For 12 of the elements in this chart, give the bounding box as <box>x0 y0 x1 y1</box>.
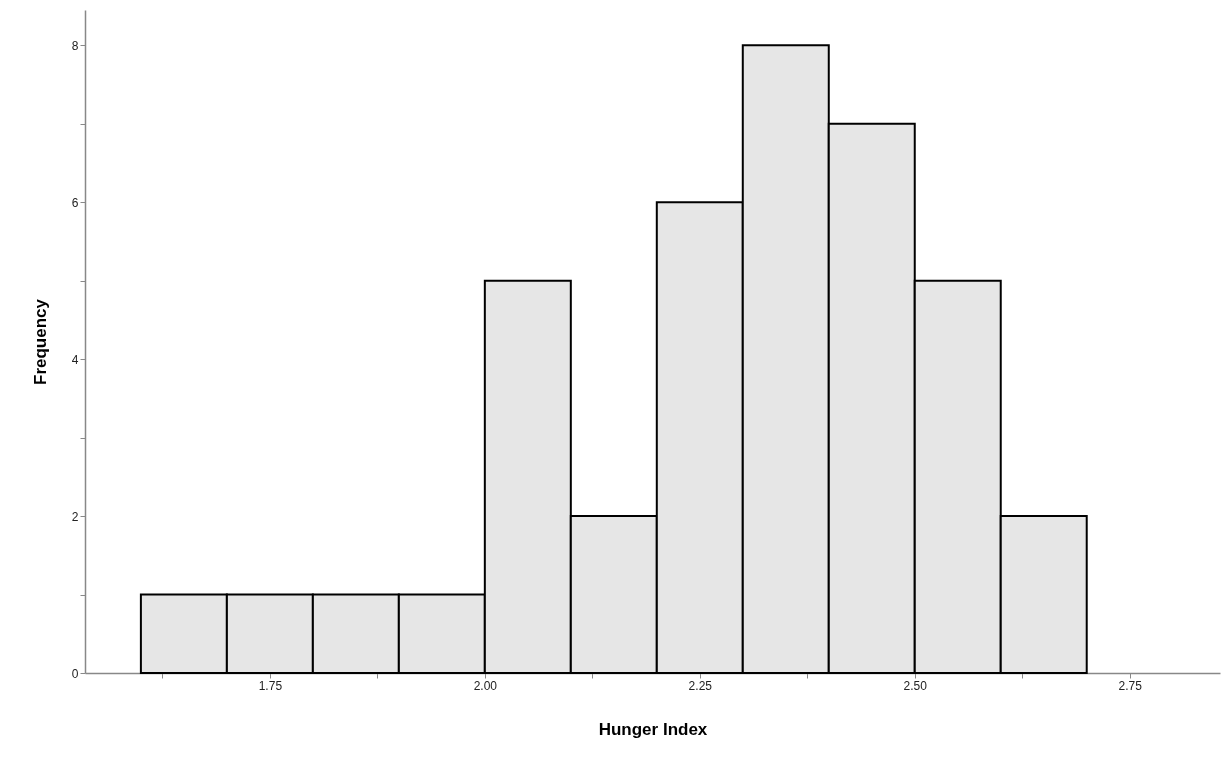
x-tick-label: 2.25 <box>688 678 713 693</box>
x-tick-label: 2.75 <box>1118 678 1143 693</box>
y-tick-label: 0 <box>71 666 79 681</box>
y-tick-label: 8 <box>71 38 79 53</box>
y-axis-title: Frequency <box>30 298 50 385</box>
x-tick-label: 2.00 <box>473 678 498 693</box>
y-tick-label: 4 <box>71 352 79 367</box>
x-tick-label: 1.75 <box>258 678 283 693</box>
x-axis-title: Hunger Index <box>598 719 708 739</box>
x-tick-label: 2.50 <box>903 678 928 693</box>
y-tick-label: 2 <box>71 509 79 524</box>
y-tick-label: 6 <box>71 195 79 210</box>
